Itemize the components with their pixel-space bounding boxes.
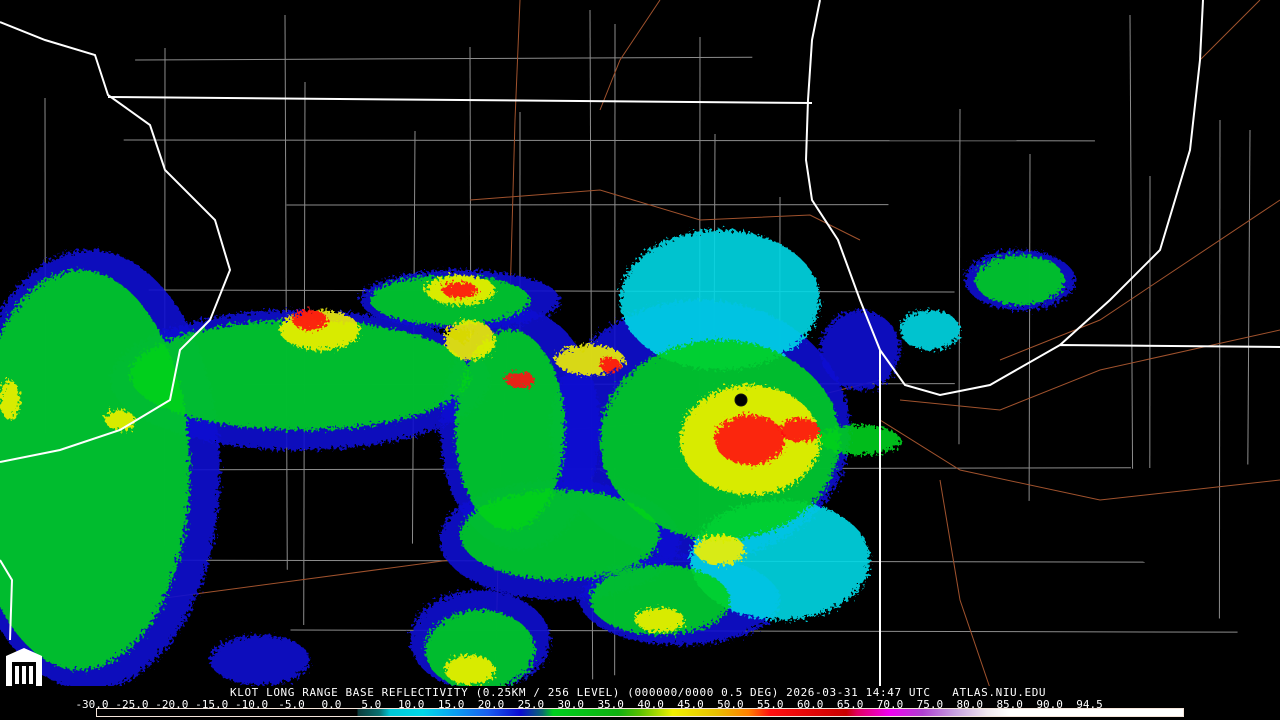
legend-tick: 94.5	[1076, 698, 1103, 711]
legend-tick: 60.0	[796, 698, 824, 711]
legend-tick: 20.0	[477, 698, 505, 711]
highway-line	[1199, 0, 1261, 61]
county-line	[958, 108, 961, 445]
legend-tick: 80.0	[956, 698, 984, 711]
echo-region	[715, 415, 785, 465]
echo-region	[460, 490, 660, 580]
state-borders	[0, 0, 1280, 688]
legend-tick: 85.0	[996, 698, 1023, 711]
radar-map[interactable]	[0, 0, 1280, 688]
legend-tick: 50.0	[717, 698, 744, 711]
echo-region	[695, 535, 745, 565]
legend-tick: 0.0	[321, 698, 342, 711]
county-line	[1028, 153, 1031, 501]
legend-tick: 75.0	[916, 698, 944, 711]
county-line	[1247, 129, 1251, 465]
legend-tick: 15.0	[437, 698, 465, 711]
legend-tick: 35.0	[597, 698, 624, 711]
legend-color-bar	[96, 708, 1184, 717]
county-line	[123, 139, 1095, 142]
radar-site-marker	[734, 393, 748, 407]
echo-region	[635, 608, 685, 632]
echo-region	[600, 357, 620, 373]
echo-region	[590, 565, 730, 635]
legend-tick: 10.0	[397, 698, 425, 711]
county-line	[1218, 119, 1221, 619]
echo-region	[292, 310, 328, 330]
echo-region	[445, 655, 495, 685]
echo-region	[820, 425, 900, 455]
product-title: KLOT LONG RANGE BASE REFLECTIVITY (0.25K…	[230, 686, 1047, 699]
echo-region	[820, 310, 900, 390]
echo-region	[505, 372, 535, 388]
echo-region	[900, 310, 960, 350]
legend-tick: -10.0	[235, 698, 269, 711]
legend-tick: 30.0	[557, 698, 585, 711]
echo-region	[130, 320, 470, 430]
echo-region	[975, 255, 1065, 305]
legend-tick: -25.0	[115, 698, 149, 711]
highway-line	[879, 419, 1280, 501]
echo-region	[620, 230, 820, 370]
county-line	[1129, 14, 1134, 469]
legend-tick: -15.0	[195, 698, 229, 711]
color-legend: KLOT LONG RANGE BASE REFLECTIVITY (0.25K…	[0, 686, 1280, 720]
echo-region	[0, 380, 20, 420]
echo-region	[780, 418, 820, 442]
legend-tick: 25.0	[517, 698, 545, 711]
legend-tick: 70.0	[876, 698, 904, 711]
echo-region	[455, 330, 565, 530]
legend-tick: 45.0	[677, 698, 704, 711]
reflectivity-echoes	[0, 230, 1075, 688]
legend-tick: -5.0	[278, 698, 305, 711]
county-line	[284, 14, 288, 570]
highway-line	[149, 559, 451, 601]
highway-line	[999, 199, 1280, 361]
legend-tick: -20.0	[155, 698, 189, 711]
legend-tick: 40.0	[637, 698, 664, 711]
echo-region	[105, 410, 135, 430]
legend-tick: -30.0	[75, 698, 109, 711]
highway-line	[469, 189, 861, 241]
legend-tick: 5.0	[361, 698, 382, 711]
legend-tick: 55.0	[757, 698, 784, 711]
echo-region	[210, 635, 310, 685]
highway-line	[899, 329, 1280, 411]
legend-ticks: -30.0 -25.0 -20.0 -15.0 -10.0 -5.0 0.0 5.0 10.0 1…	[75, 698, 1102, 711]
highway-line	[599, 0, 661, 111]
highway-line	[939, 479, 991, 688]
echo-region	[445, 320, 495, 360]
legend-tick: 90.0	[1036, 698, 1063, 711]
county-line	[135, 56, 753, 61]
echo-region	[442, 282, 478, 298]
legend-tick: 65.0	[836, 698, 864, 711]
